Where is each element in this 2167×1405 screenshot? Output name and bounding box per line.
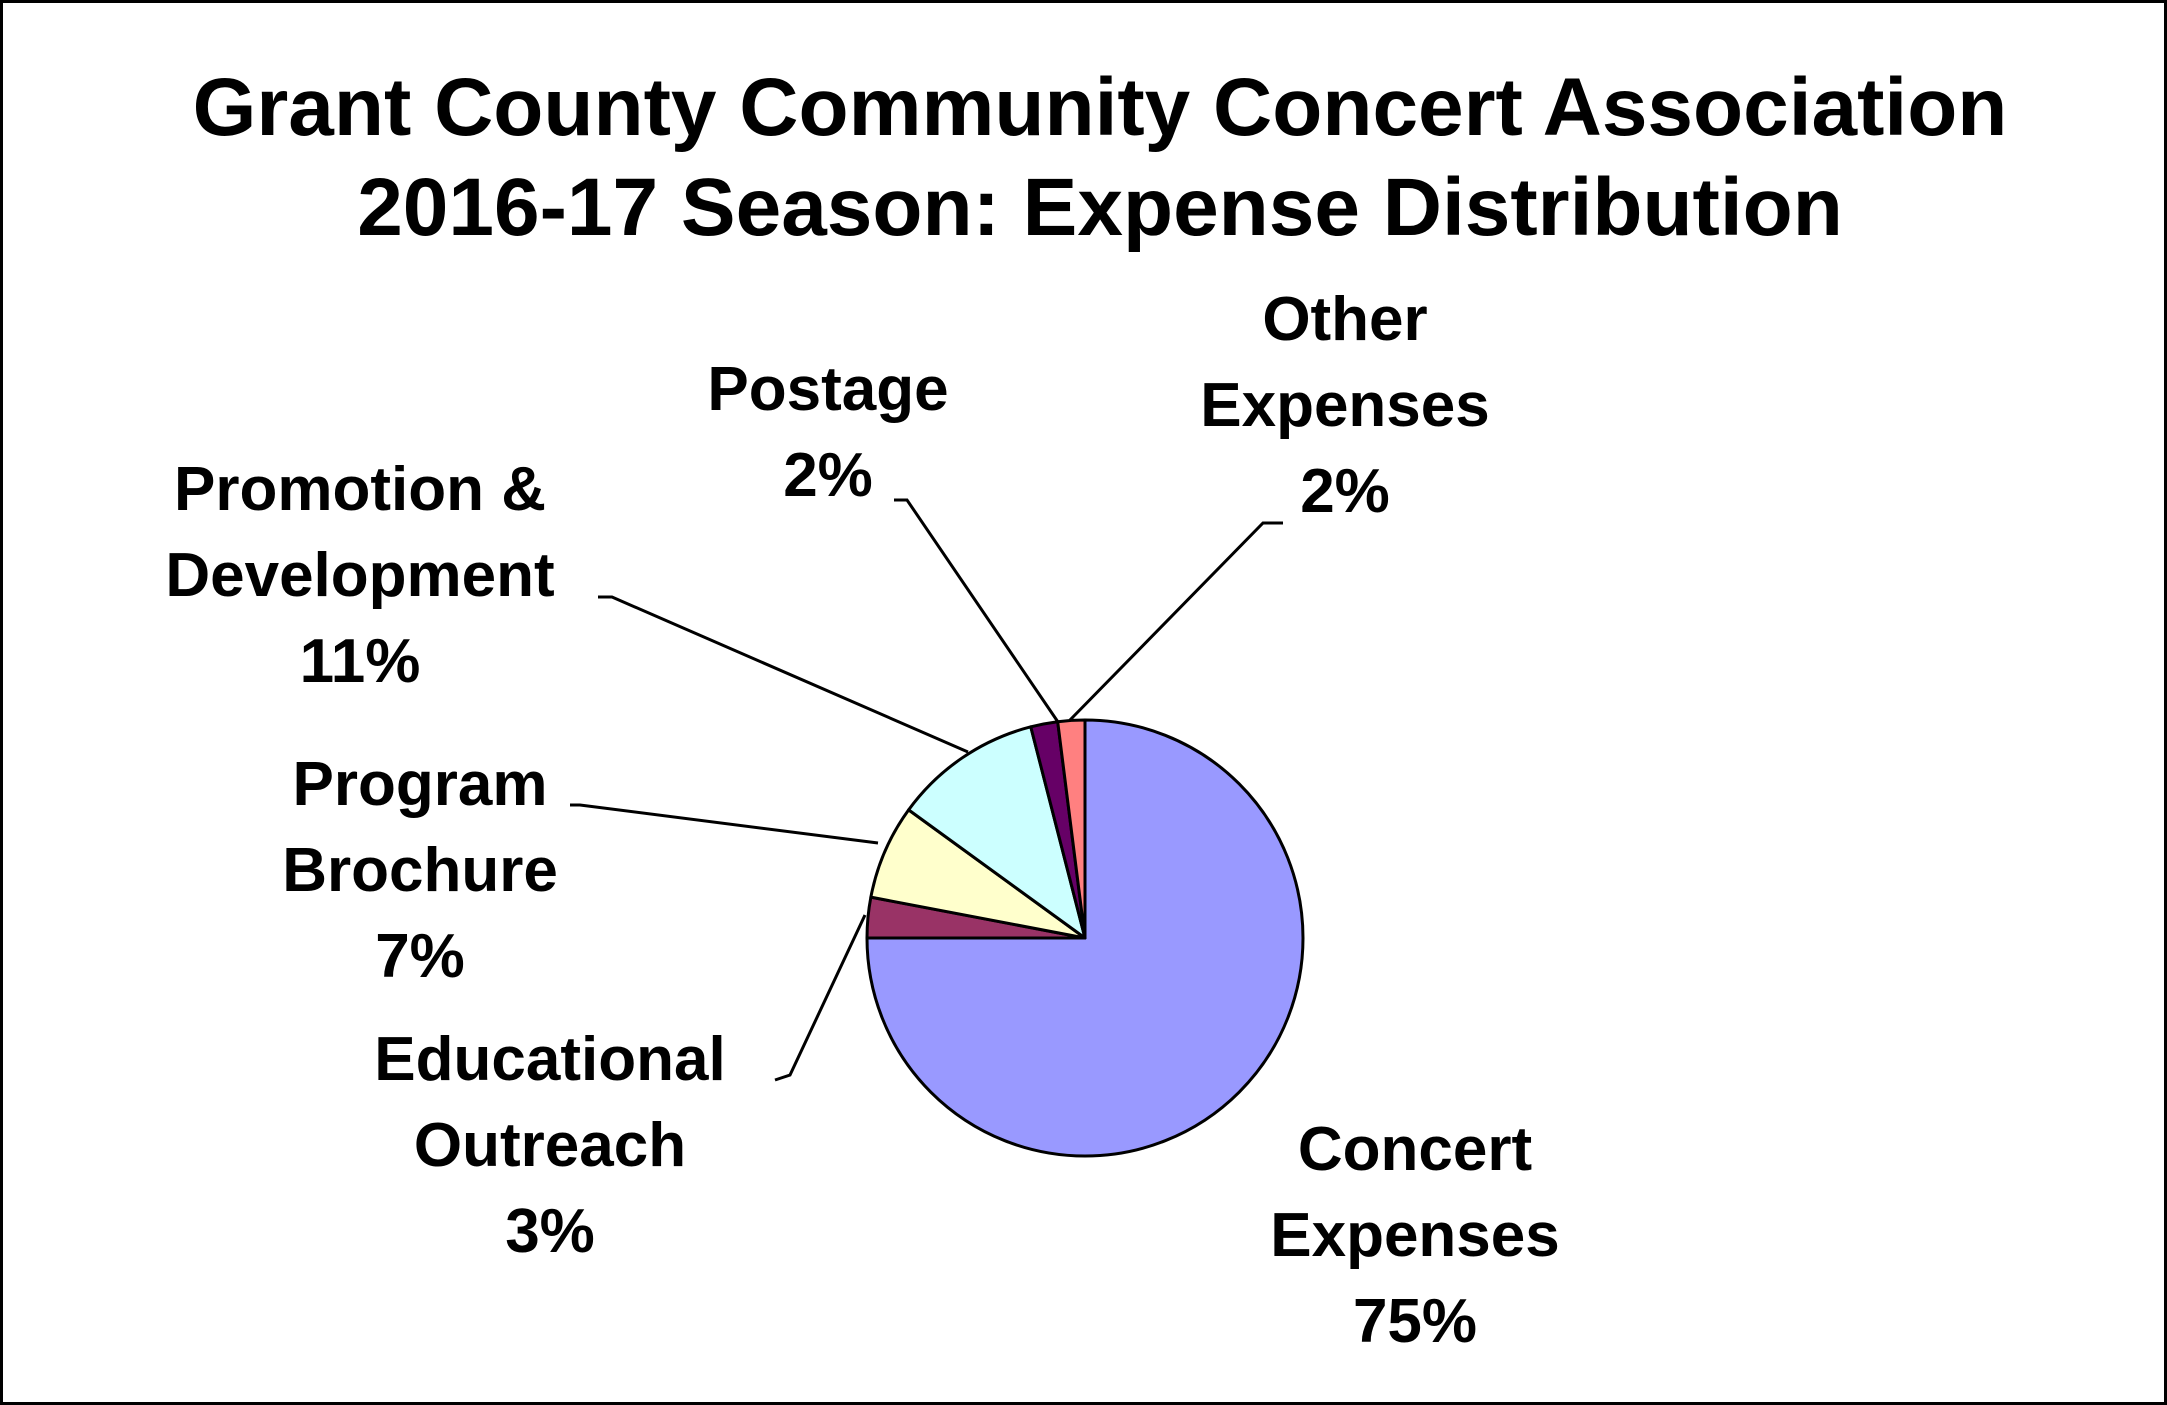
- slice-label-line: 75%: [1353, 1287, 1477, 1356]
- slice-label-line: Promotion &: [174, 455, 546, 524]
- chart-title-line-1: Grant County Community Concert Associati…: [193, 62, 2008, 153]
- slice-label-other-expenses: Other Expenses 2%: [1200, 285, 1490, 526]
- leader-line-promotion-and-development: [598, 595, 969, 754]
- slice-label-line: Expenses: [1200, 371, 1490, 440]
- leader-line-other-expenses: [1068, 521, 1283, 722]
- leader-lines: [570, 498, 1283, 1082]
- slice-label-line: Other: [1262, 285, 1427, 354]
- pie-slices: [865, 718, 1305, 1158]
- slice-label-line: 2%: [1300, 457, 1390, 526]
- slice-label-line: Program: [293, 750, 548, 819]
- slice-label-line: 11%: [300, 627, 421, 696]
- slice-label-line: Outreach: [414, 1111, 686, 1180]
- leader-line-program-brochure: [570, 803, 879, 845]
- slice-label-line: Postage: [707, 355, 948, 424]
- slice-label-line: 7%: [375, 922, 465, 991]
- slice-label-line: Educational: [374, 1025, 725, 1094]
- slice-label-educational-outreach: Educational Outreach 3%: [374, 1025, 725, 1266]
- slice-labels: Concert Expenses 75% Educational Outreach 3% P…: [165, 285, 1559, 1356]
- chart-title-line-2: 2016-17 Season: Expense Distribution: [357, 162, 1843, 253]
- leader-line-postage: [894, 498, 1060, 723]
- slice-label-promotion-and-development: Promotion & Development 11%: [165, 455, 554, 696]
- leader-line-educational-outreach: [774, 914, 867, 1082]
- slice-label-line: 2%: [783, 441, 873, 510]
- slice-label-postage: Postage 2%: [707, 355, 948, 510]
- slice-label-line: Brochure: [282, 836, 558, 905]
- slice-label-program-brochure: Program Brochure 7%: [282, 750, 558, 991]
- slice-label-line: Expenses: [1270, 1201, 1560, 1270]
- slice-label-line: Concert: [1298, 1115, 1532, 1184]
- pie-slice-promotion-and-development: [907, 725, 1087, 940]
- slice-label-line: 3%: [505, 1197, 595, 1266]
- slice-label-line: Development: [165, 541, 554, 610]
- slice-label-concert-expenses: Concert Expenses 75%: [1270, 1115, 1560, 1356]
